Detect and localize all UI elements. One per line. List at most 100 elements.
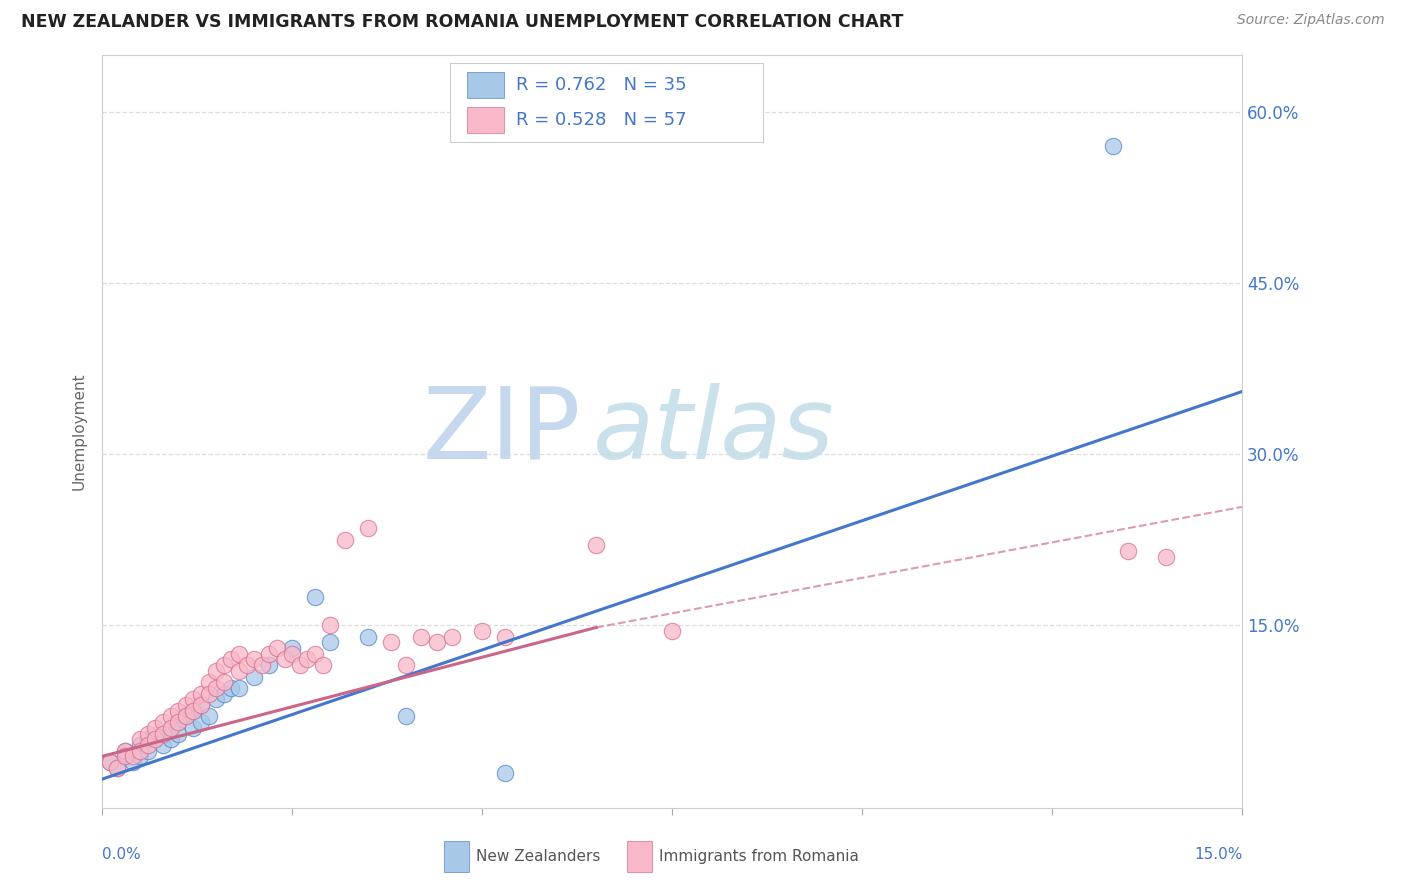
Point: [471, 624, 494, 638]
Text: Source: ZipAtlas.com: Source: ZipAtlas.com: [1237, 13, 1385, 28]
Point: [1154, 549, 1177, 564]
Point: [197, 687, 219, 701]
Point: [145, 732, 167, 747]
Text: New Zealanders: New Zealanders: [477, 849, 600, 864]
Point: [411, 630, 433, 644]
Point: [212, 658, 235, 673]
Point: [167, 715, 190, 730]
Bar: [444, 841, 470, 871]
Point: [197, 709, 219, 723]
Point: [152, 726, 174, 740]
Point: [273, 652, 295, 666]
Point: [98, 755, 121, 769]
Point: [152, 726, 174, 740]
Point: [357, 630, 380, 644]
Text: atlas: atlas: [592, 383, 834, 480]
Point: [183, 721, 205, 735]
Point: [288, 658, 311, 673]
Point: [145, 721, 167, 735]
Point: [297, 652, 319, 666]
Point: [661, 624, 683, 638]
Point: [1116, 544, 1139, 558]
Point: [259, 658, 281, 673]
Point: [440, 630, 463, 644]
Point: [136, 738, 159, 752]
Point: [259, 647, 281, 661]
Bar: [467, 72, 503, 98]
Point: [205, 692, 228, 706]
Point: [136, 743, 159, 757]
Point: [319, 635, 342, 649]
Point: [121, 749, 143, 764]
Point: [190, 715, 212, 730]
Point: [159, 732, 181, 747]
Point: [107, 761, 129, 775]
Point: [167, 726, 190, 740]
Point: [159, 721, 181, 735]
FancyBboxPatch shape: [450, 62, 763, 142]
Point: [152, 738, 174, 752]
Point: [114, 749, 136, 764]
Point: [281, 640, 304, 655]
Point: [205, 681, 228, 695]
Point: [159, 709, 181, 723]
Point: [114, 743, 136, 757]
Point: [145, 732, 167, 747]
Point: [174, 709, 197, 723]
Point: [494, 630, 516, 644]
Point: [250, 658, 273, 673]
Point: [221, 652, 243, 666]
Text: R = 0.528   N = 57: R = 0.528 N = 57: [516, 111, 686, 128]
Point: [395, 709, 418, 723]
Point: [304, 590, 326, 604]
Point: [221, 681, 243, 695]
Point: [190, 698, 212, 712]
Point: [190, 687, 212, 701]
Text: 15.0%: 15.0%: [1194, 847, 1243, 862]
Point: [304, 647, 326, 661]
Point: [494, 766, 516, 780]
Bar: [467, 107, 503, 133]
Y-axis label: Unemployment: Unemployment: [72, 373, 86, 491]
Point: [152, 715, 174, 730]
Point: [136, 732, 159, 747]
Point: [585, 538, 607, 552]
Point: [114, 749, 136, 764]
Point: [228, 664, 250, 678]
Point: [174, 698, 197, 712]
Point: [212, 675, 235, 690]
Point: [197, 675, 219, 690]
Point: [335, 533, 357, 547]
Point: [212, 687, 235, 701]
Point: [190, 698, 212, 712]
Point: [183, 704, 205, 718]
Point: [167, 715, 190, 730]
Point: [205, 664, 228, 678]
Point: [319, 618, 342, 632]
Point: [167, 704, 190, 718]
Point: [98, 755, 121, 769]
Point: [136, 726, 159, 740]
Point: [311, 658, 333, 673]
Point: [380, 635, 402, 649]
Point: [183, 692, 205, 706]
Point: [174, 709, 197, 723]
Point: [243, 669, 266, 683]
Text: ZIP: ZIP: [423, 383, 581, 480]
Point: [107, 761, 129, 775]
Point: [129, 743, 152, 757]
Point: [426, 635, 449, 649]
Text: Immigrants from Romania: Immigrants from Romania: [658, 849, 859, 864]
Point: [183, 704, 205, 718]
Text: R = 0.762   N = 35: R = 0.762 N = 35: [516, 76, 686, 95]
Point: [129, 738, 152, 752]
Point: [159, 721, 181, 735]
Point: [395, 658, 418, 673]
Point: [235, 658, 257, 673]
Point: [228, 647, 250, 661]
Bar: [627, 841, 652, 871]
Point: [121, 755, 143, 769]
Point: [1102, 139, 1125, 153]
Text: 0.0%: 0.0%: [103, 847, 141, 862]
Point: [243, 652, 266, 666]
